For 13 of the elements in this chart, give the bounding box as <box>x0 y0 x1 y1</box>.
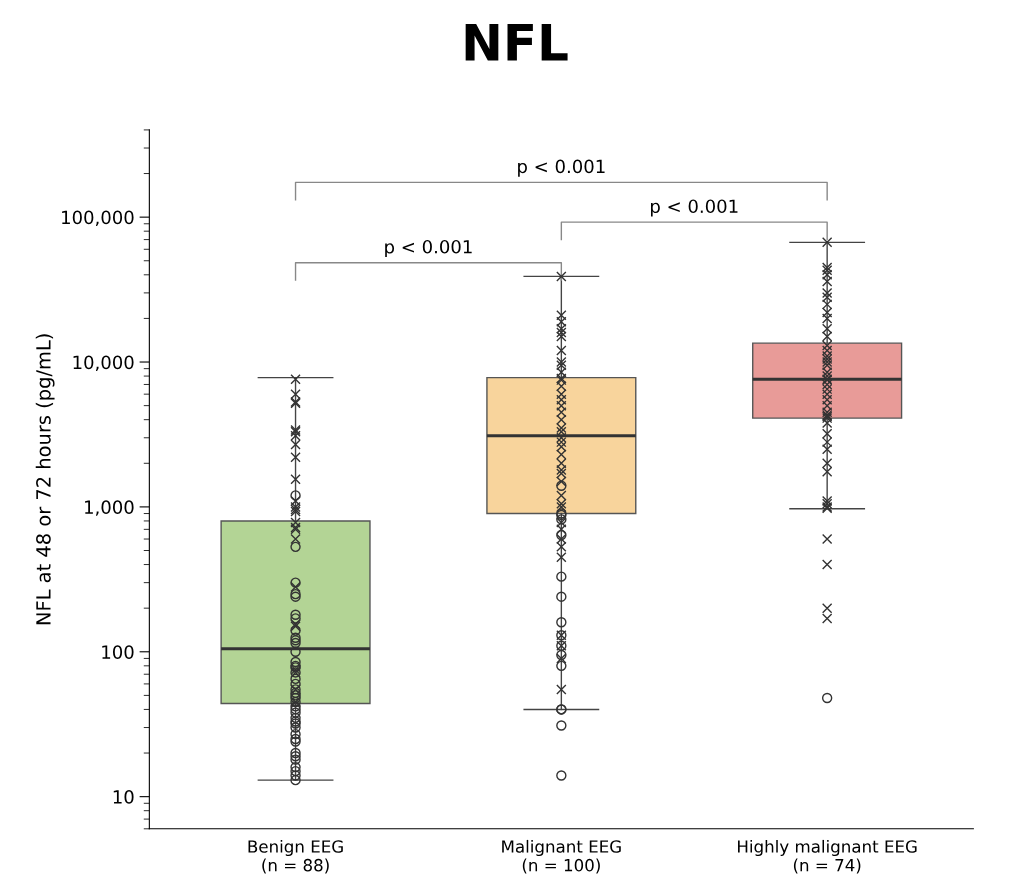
y-tick-label: 10 <box>113 790 134 804</box>
x-tick-label: Benign EEG (n = 88) <box>248 839 343 874</box>
y-tick-label: 10,000 <box>73 355 134 371</box>
y-axis-title: NFL at 48 or 72 hours (pg/mL) <box>35 334 55 625</box>
annotation: p < 0.001 <box>518 159 605 177</box>
annotation: p < 0.001 <box>651 199 738 217</box>
annotation: p < 0.001 <box>385 239 472 258</box>
x-tick-label: Malignant EEG (n = 100) <box>502 839 621 874</box>
chart-title: NFL <box>465 23 568 61</box>
x-tick-label: Highly malignant EEG (n = 74) <box>738 839 917 874</box>
y-tick-label: 1,000 <box>85 500 134 516</box>
y-tick-label: 100 <box>102 645 134 659</box>
y-tick-label: 100,000 <box>62 210 134 227</box>
